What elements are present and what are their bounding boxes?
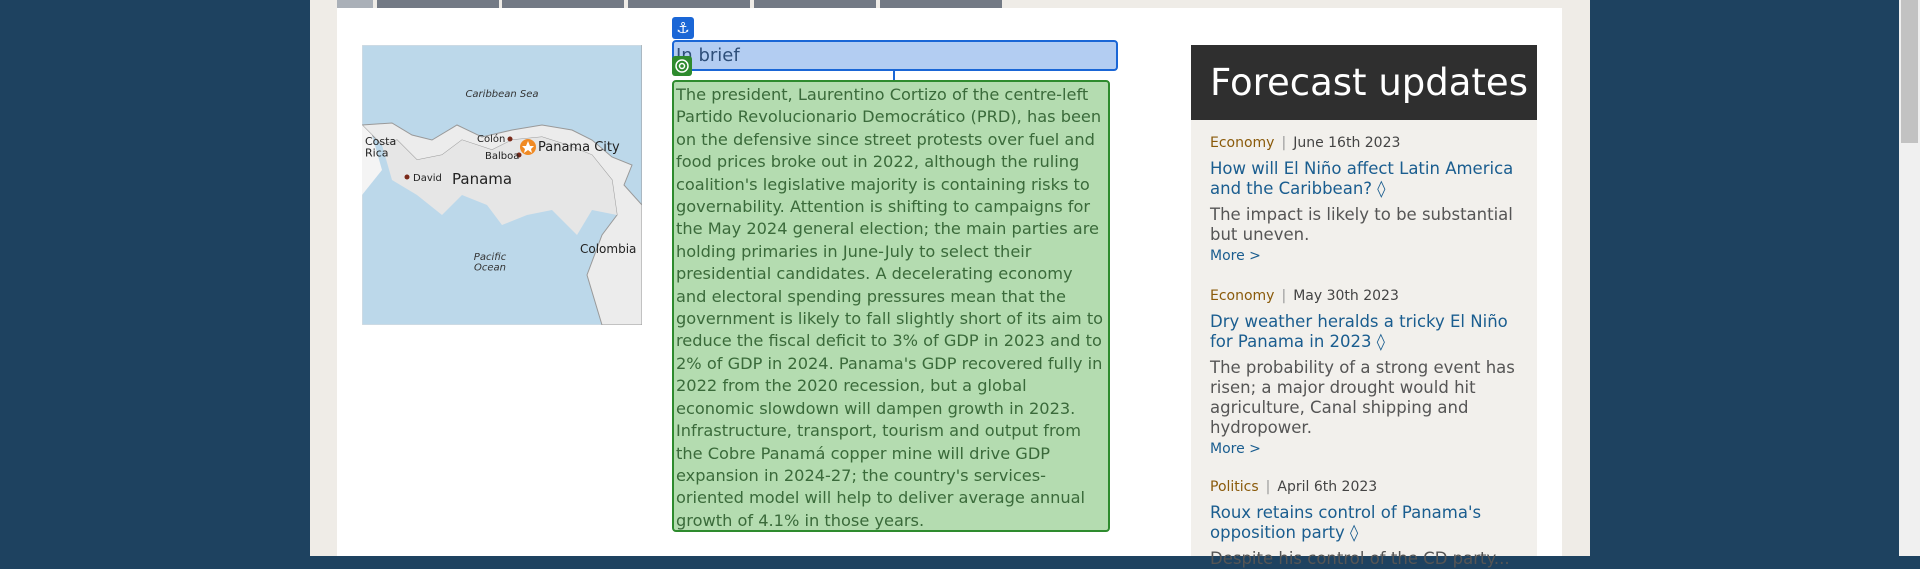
tab[interactable]	[628, 0, 750, 8]
map-label: Colombia	[580, 242, 636, 256]
land	[362, 125, 382, 195]
item-date: April 6th 2023	[1277, 479, 1378, 495]
tab[interactable]	[754, 0, 876, 8]
item-category[interactable]: Economy	[1210, 135, 1275, 151]
separator: |	[1281, 288, 1287, 304]
item-summary: The probability of a strong event has ri…	[1210, 358, 1515, 437]
map-label: David	[413, 173, 442, 184]
in-brief-text: The president, Laurentino Cortizo of the…	[672, 80, 1110, 532]
item-title[interactable]: Roux retains control of Panama's opposit…	[1210, 503, 1482, 542]
anchor-icon[interactable]: ⚓	[672, 17, 694, 39]
item-category[interactable]: Politics	[1210, 479, 1259, 495]
item-meta: Politics | April 6th 2023	[1210, 477, 1520, 495]
map-label: Colón	[477, 133, 505, 145]
screen: Caribbean Sea Costa Rica Colón Balboa Pan…	[310, 0, 1920, 568]
map-label: Costa Rica	[365, 135, 396, 160]
map-label: Caribbean Sea	[465, 89, 538, 100]
scrollbar[interactable]	[1899, 0, 1920, 556]
connector	[893, 69, 895, 80]
more-link[interactable]: More >	[1210, 441, 1261, 457]
more-link[interactable]: More >	[1210, 248, 1261, 264]
tab[interactable]	[502, 0, 624, 8]
item-meta: Economy | June 16th 2023	[1210, 133, 1520, 151]
item-date: June 16th 2023	[1293, 135, 1401, 151]
city	[516, 152, 522, 158]
city	[507, 136, 513, 142]
in-brief-heading: In brief	[672, 40, 1118, 71]
map-label: Balboa	[485, 151, 519, 162]
forecast-panel: Forecast updates Economy | June 16th 2023 H…	[1191, 45, 1537, 568]
tab[interactable]	[337, 0, 373, 8]
forecast-item: Economy | May 30th 2023 Dry weather heralds…	[1210, 286, 1520, 457]
item-date: May 30th 2023	[1293, 288, 1399, 304]
star	[522, 141, 534, 153]
tab[interactable]	[377, 0, 499, 8]
separator: |	[1265, 479, 1271, 495]
tab[interactable]	[880, 0, 1002, 8]
item-meta: Economy | May 30th 2023	[1210, 286, 1520, 304]
forecast-item: Economy | June 16th 2023 How will El Niño a…	[1210, 133, 1520, 264]
separator: |	[1281, 135, 1287, 151]
map: Caribbean Sea Costa Rica Colón Balboa Pan…	[362, 45, 642, 325]
land	[362, 125, 617, 235]
item-summary: The impact is likely to be substantial b…	[1210, 205, 1513, 244]
target-icon[interactable]	[672, 56, 692, 76]
map-label: Panama City	[538, 140, 620, 155]
map-label: Pacific Ocean	[474, 252, 507, 274]
map-label: Panama	[452, 170, 512, 188]
land	[362, 45, 642, 325]
item-summary: Despite his control of the CD party...	[1210, 549, 1510, 568]
forecast-item: Politics | April 6th 2023 Roux retains cont…	[1210, 477, 1520, 569]
item-title[interactable]: How will El Niño affect Latin America an…	[1210, 159, 1514, 198]
city	[404, 174, 410, 180]
item-title[interactable]: Dry weather heralds a tricky El Niño for…	[1210, 312, 1508, 351]
scroll-thumb[interactable]	[1901, 0, 1918, 143]
item-category[interactable]: Economy	[1210, 288, 1275, 304]
forecast-title: Forecast updates	[1191, 45, 1537, 120]
